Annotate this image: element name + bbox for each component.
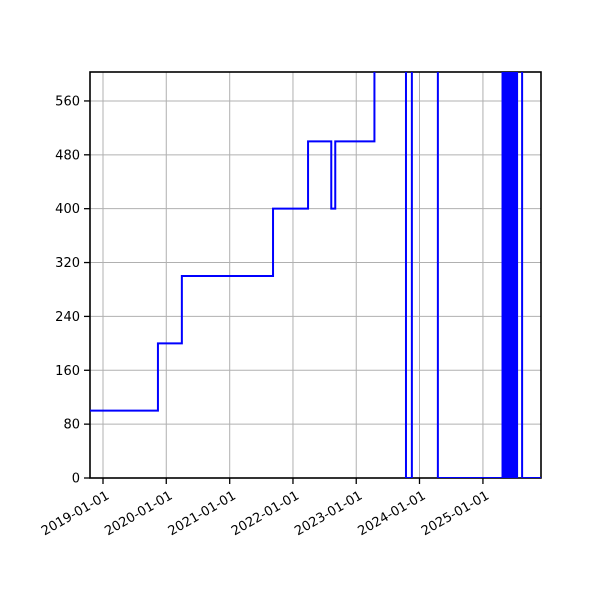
y-tick-label: 80 <box>63 418 80 433</box>
data-series-line <box>90 72 541 478</box>
y-tick-label: 480 <box>55 148 80 163</box>
axes-border <box>89 71 542 479</box>
y-tick-label: 240 <box>55 310 80 325</box>
plot-background <box>90 72 541 478</box>
tick-marks <box>84 100 484 484</box>
y-tick-label: 320 <box>55 256 80 271</box>
y-tick-label: 400 <box>55 202 80 217</box>
y-tick-label: 160 <box>55 364 80 379</box>
y-tick-label: 0 <box>72 472 80 487</box>
y-tick-label: 560 <box>55 94 80 109</box>
y-tick-labels: 0 80 160 240 320 400 480 560 <box>55 94 80 486</box>
